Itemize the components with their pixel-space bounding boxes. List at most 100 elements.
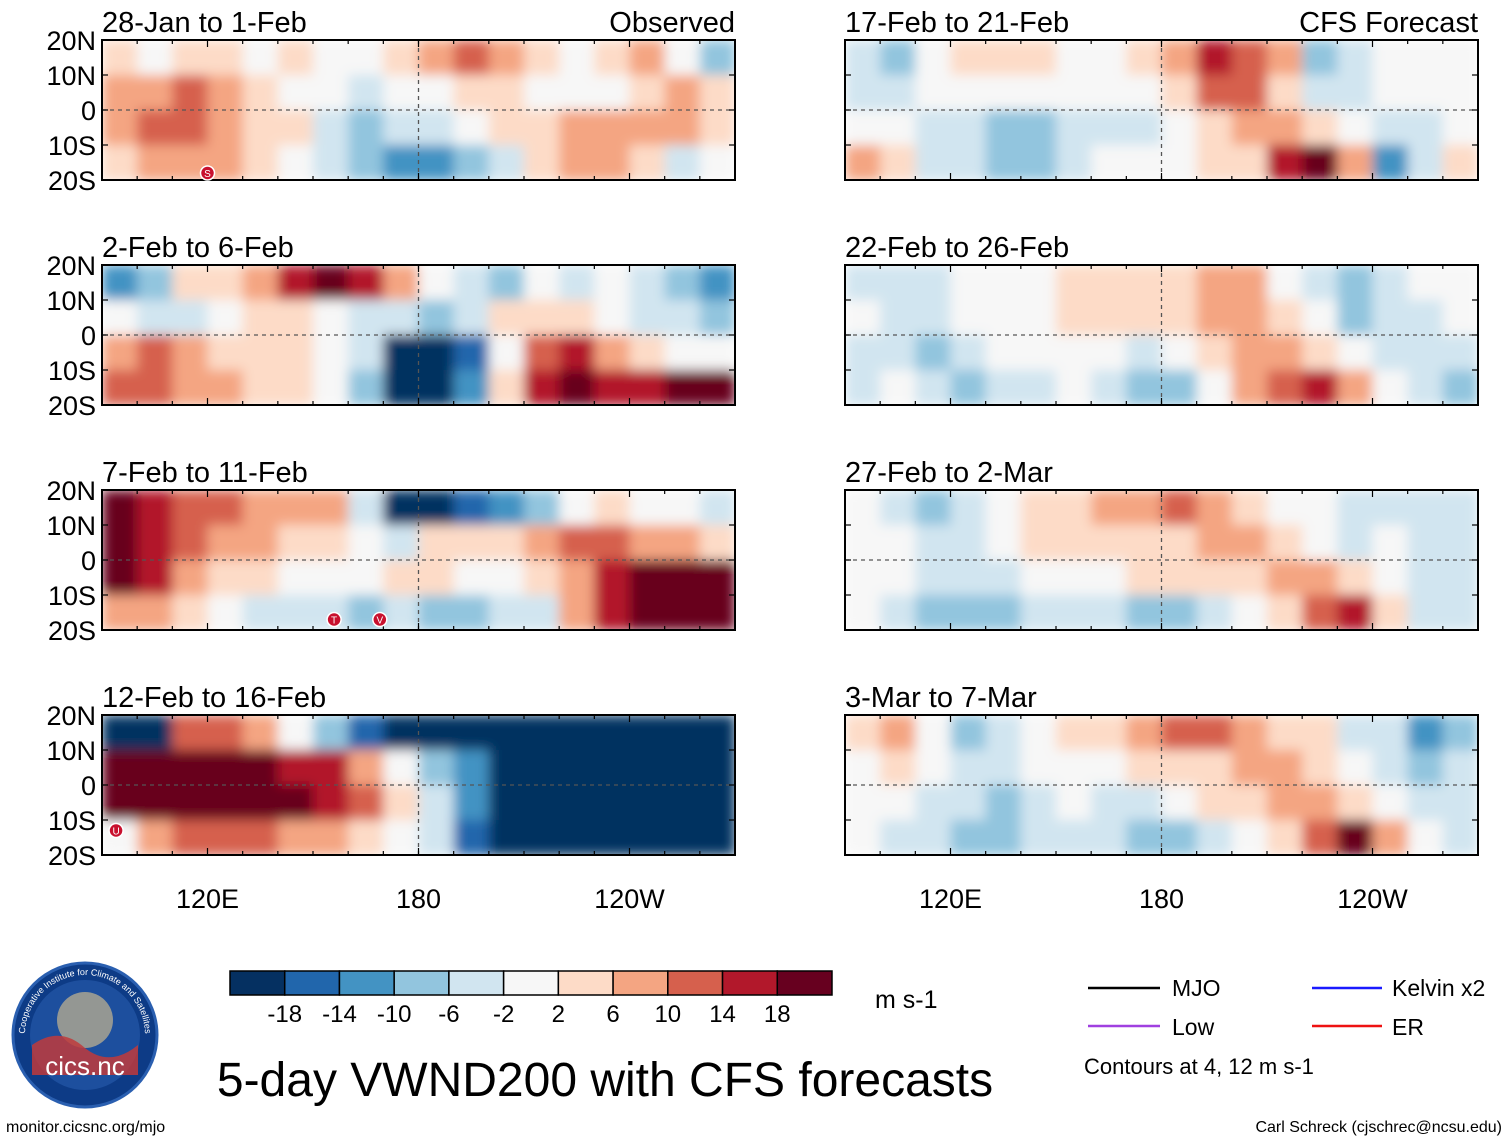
- field-cell: [1126, 40, 1163, 76]
- field-cell: [1337, 490, 1374, 526]
- field-cell: [137, 265, 173, 301]
- field-cell: [207, 265, 244, 301]
- field-cell: [629, 820, 666, 855]
- lon-tick-label: 180: [1139, 884, 1184, 914]
- author-credit: Carl Schreck (cjschrec@ncsu.edu): [1255, 1119, 1502, 1136]
- field-cell: [1056, 750, 1092, 786]
- field-cell: [845, 40, 881, 76]
- field-cell: [1126, 370, 1163, 405]
- field-cell: [1442, 785, 1478, 821]
- field-cell: [102, 595, 138, 630]
- field-cell: [1161, 785, 1198, 821]
- field-cell: [1020, 265, 1057, 301]
- contour-legend: MJO Kelvin x2 Low ER Contours at 4, 12 m…: [1084, 975, 1485, 1079]
- field-cell: [102, 750, 138, 786]
- field-cell: [1056, 490, 1092, 526]
- colorbar-tick-label: 14: [709, 1001, 736, 1028]
- field-cell: [277, 110, 314, 146]
- field-cell: [1196, 820, 1233, 855]
- field-cell: [383, 820, 420, 855]
- field-cell: [845, 785, 881, 821]
- field-cell: [950, 335, 987, 371]
- field-cell: [102, 785, 138, 821]
- field-cell: [594, 300, 631, 336]
- field-cell: [1302, 300, 1338, 336]
- field-cell: [1302, 785, 1338, 821]
- field-cell: [488, 40, 525, 76]
- field-cell: [594, 715, 631, 751]
- field-cell: [1337, 145, 1374, 180]
- source-url: monitor.cicsnc.org/mjo: [6, 1119, 165, 1136]
- field-cell: [1442, 820, 1478, 855]
- field-cell: [418, 40, 455, 76]
- field-cell: [1056, 525, 1092, 561]
- field-cell: [172, 750, 209, 786]
- wind-field: [845, 490, 1478, 630]
- field-cell: [1091, 265, 1127, 301]
- field-cell: [915, 715, 952, 751]
- field-cell: [1407, 265, 1444, 301]
- colorbar-swatch: [393, 970, 450, 996]
- field-cell: [277, 265, 314, 301]
- field-cell: [1372, 40, 1409, 76]
- field-cell: [629, 40, 666, 76]
- field-cell: [950, 145, 987, 180]
- field-cell: [1126, 145, 1163, 180]
- field-cell: [207, 595, 244, 630]
- field-cell: [488, 560, 525, 596]
- field-cell: [524, 490, 560, 526]
- field-cell: [1161, 300, 1198, 336]
- legend-note: Contours at 4, 12 m s-1: [1084, 1054, 1314, 1079]
- field-cell: [207, 110, 244, 146]
- field-cell: [985, 335, 1022, 371]
- field-cell: [348, 560, 384, 596]
- field-cell: [1372, 750, 1409, 786]
- field-cell: [1407, 820, 1444, 855]
- field-cell: [629, 525, 666, 561]
- lat-tick-label: 0: [81, 96, 96, 126]
- legend-label-er: ER: [1392, 1014, 1424, 1040]
- field-cell: [985, 370, 1022, 405]
- colorbar-tick-label: -10: [377, 1001, 412, 1028]
- field-cell: [1056, 75, 1092, 111]
- field-cell: [172, 560, 209, 596]
- field-cell: [845, 715, 881, 751]
- field-cell: [1267, 265, 1303, 301]
- field-cell: [594, 40, 631, 76]
- field-cell: [1442, 595, 1478, 630]
- field-cell: [699, 145, 735, 180]
- field-cell: [313, 490, 349, 526]
- field-cell: [1126, 715, 1163, 751]
- field-cell: [1372, 595, 1409, 630]
- field-cell: [1442, 300, 1478, 336]
- field-cell: [277, 75, 314, 111]
- field-cell: [845, 560, 881, 596]
- field-cell: [629, 595, 666, 630]
- field-cell: [102, 525, 138, 561]
- field-cell: [137, 715, 173, 751]
- field-cell: [1196, 785, 1233, 821]
- field-cell: [313, 335, 349, 371]
- field-cell: [207, 40, 244, 76]
- field-cell: [1302, 265, 1338, 301]
- field-cell: [1372, 820, 1409, 855]
- field-cell: [1442, 110, 1478, 146]
- field-cell: [629, 370, 666, 405]
- field-cell: [1056, 595, 1092, 630]
- field-cell: [1267, 335, 1303, 371]
- field-cell: [699, 560, 735, 596]
- field-cell: [1196, 145, 1233, 180]
- field-cell: [418, 560, 455, 596]
- field-cell: [1267, 525, 1303, 561]
- field-cell: [383, 335, 420, 371]
- field-cell: [1267, 595, 1303, 630]
- colorbar-tick-label: -18: [267, 1001, 302, 1028]
- field-cell: [880, 335, 916, 371]
- field-cell: [137, 75, 173, 111]
- field-cell: [1231, 785, 1268, 821]
- field-cell: [1091, 820, 1127, 855]
- field-cell: [1267, 75, 1303, 111]
- field-cell: [1161, 820, 1198, 855]
- field-cell: [277, 715, 314, 751]
- field-cell: [207, 300, 244, 336]
